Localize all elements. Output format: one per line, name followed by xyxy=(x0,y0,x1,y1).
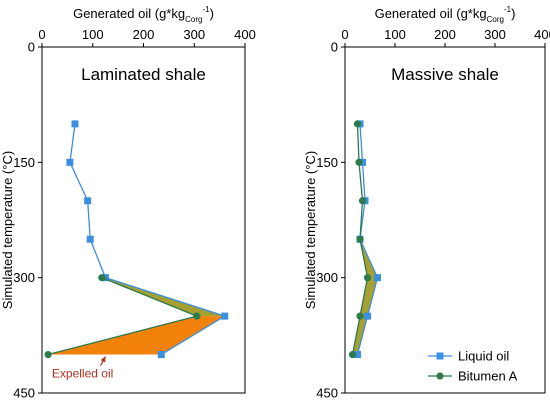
laminated-annotation-arrowhead xyxy=(100,356,106,363)
laminated-liquid-oil-point xyxy=(86,235,94,243)
laminated-liquid-oil-point xyxy=(84,197,92,205)
laminated-xlabel-sub: Corg xyxy=(185,15,202,24)
massive-bitumen-a-point xyxy=(353,120,362,128)
massive-bitumen-a-point xyxy=(348,350,357,359)
laminated-liquid-oil-point xyxy=(66,158,74,166)
massive-ytick-label: 0 xyxy=(331,40,338,55)
laminated-bitumen-a-point xyxy=(98,274,106,282)
laminated-xtick-label: 200 xyxy=(133,27,155,42)
massive-xlabel-close: ) xyxy=(511,6,515,21)
laminated-bitumen-a-point xyxy=(193,312,201,320)
massive-xlabel: Generated oil (g*kgCorg-1) xyxy=(375,5,516,24)
massive-bitumen-a-point xyxy=(358,197,367,205)
massive-plot-frame xyxy=(344,46,546,394)
laminated-ytick-label: 0 xyxy=(28,40,35,55)
massive-panel: 0 100 200 300 400 0 150 300 450 Generated oil (g*… xyxy=(303,5,550,401)
laminated-liquid-oil-point xyxy=(71,120,79,128)
laminated-ytick-label: 450 xyxy=(13,386,35,401)
laminated-xtick-label: 400 xyxy=(234,27,256,42)
laminated-xlabel-main: Generated oil (g*kg xyxy=(73,6,185,21)
massive-legend-marker xyxy=(436,352,444,360)
laminated-title: Laminated shale xyxy=(81,65,206,84)
massive-ylabel: Simulated temperature (°C) xyxy=(303,151,318,309)
laminated-liquid-oil-point xyxy=(157,351,165,359)
massive-liquid-oil-point xyxy=(354,351,361,359)
laminated-xtick-label: 0 xyxy=(38,27,45,42)
massive-bitumen-a-point xyxy=(355,158,363,166)
laminated-annotation: Expelled oil xyxy=(52,367,113,381)
massive-legend-marker xyxy=(436,372,444,380)
laminated-ytick-label: 300 xyxy=(13,270,35,285)
massive-xtick-label: 200 xyxy=(434,27,456,42)
laminated-xlabel-close: ) xyxy=(210,6,214,21)
massive-bitumen-a-point xyxy=(356,235,364,243)
massive-ytick-label: 150 xyxy=(316,155,338,170)
laminated-fill-1 xyxy=(48,316,225,355)
massive-ytick-label: 300 xyxy=(316,270,338,285)
massive-bitumen-a-point xyxy=(356,312,364,320)
massive-liquid-oil-point xyxy=(374,274,381,282)
massive-xlabel-sup: -1 xyxy=(504,5,512,14)
massive-xlabel-main: Generated oil (g*kg xyxy=(375,6,487,21)
massive-bitumen-a-point xyxy=(363,274,372,282)
massive-ytick-label: 450 xyxy=(316,386,338,401)
laminated-liquid-oil-point xyxy=(221,312,229,320)
massive-xtick-label: 0 xyxy=(341,27,348,42)
laminated-ytick-label: 150 xyxy=(13,155,35,170)
massive-xtick-label: 100 xyxy=(384,27,406,42)
massive-xtick-label: 300 xyxy=(484,27,506,42)
laminated-xtick-label: 100 xyxy=(82,27,104,42)
laminated-panel: 0 100 200 300 400 0 150 300 450 Generated oil (g*… xyxy=(0,5,256,401)
laminated-xlabel: Generated oil (g*kgCorg-1) xyxy=(73,5,214,24)
laminated-bitumen-a-point xyxy=(44,350,52,359)
massive-title: Massive shale xyxy=(391,65,499,84)
laminated-xlabel-sup: -1 xyxy=(202,5,210,14)
laminated-xtick-label: 300 xyxy=(183,27,205,42)
laminated-ylabel: Simulated temperature (°C) xyxy=(0,151,15,309)
massive-legend-label: Bitumen A xyxy=(458,369,518,384)
massive-xlabel-sub: Corg xyxy=(487,15,504,24)
massive-legend-label: Liquid oil xyxy=(458,349,509,364)
massive-liquid-oil-point xyxy=(364,312,371,320)
massive-xtick-label: 400 xyxy=(534,27,550,42)
